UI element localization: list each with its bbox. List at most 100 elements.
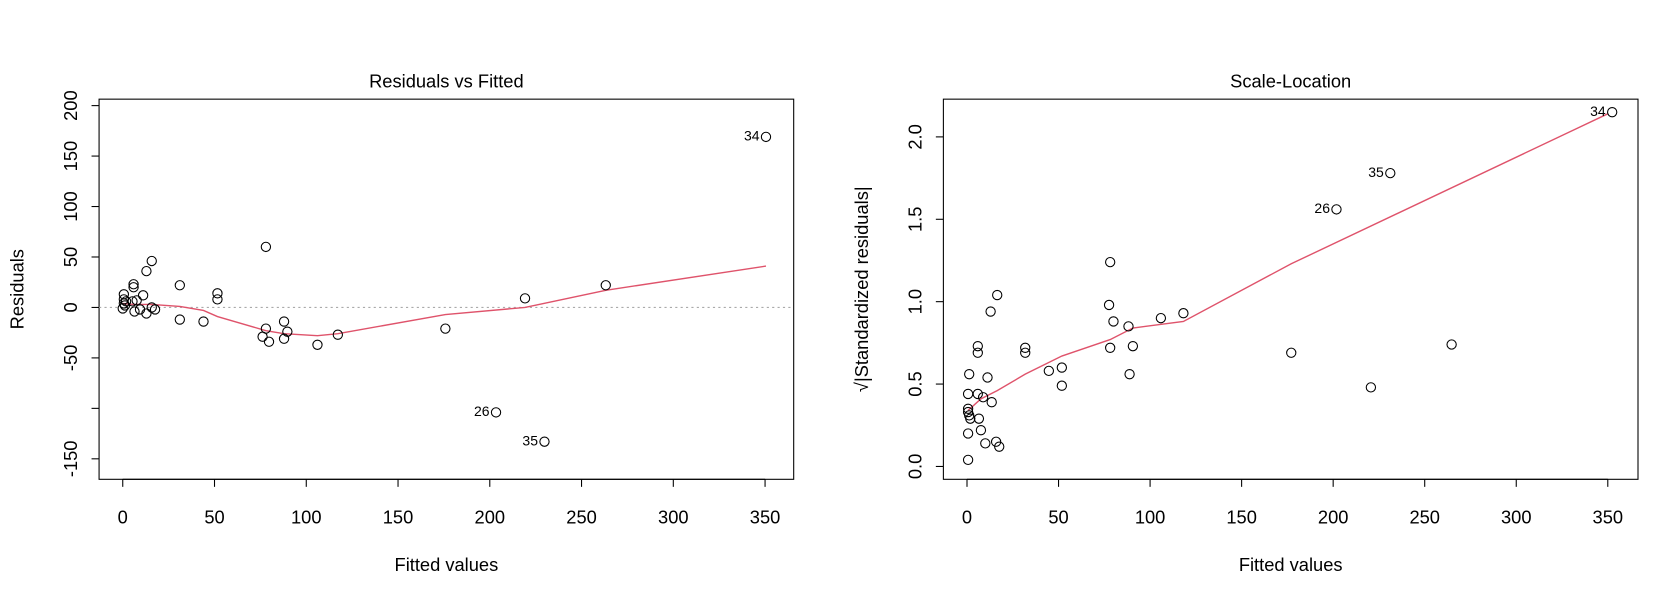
y-tick-label: -150 xyxy=(60,441,81,478)
x-tick-label: 200 xyxy=(475,506,506,527)
x-tick-label: 250 xyxy=(1409,506,1440,527)
data-point xyxy=(120,296,132,307)
data-point xyxy=(332,329,344,340)
x-tick-label: 0 xyxy=(118,506,128,527)
data-point xyxy=(1127,340,1139,352)
y-tick-label: 0 xyxy=(60,302,81,312)
data-point xyxy=(260,241,272,253)
data-point xyxy=(1105,342,1116,353)
data-point xyxy=(1103,299,1115,311)
y-tick-label: 200 xyxy=(60,90,81,121)
data-point xyxy=(972,340,983,352)
x-axis-label: Fitted values xyxy=(395,554,499,575)
plot-box xyxy=(98,98,795,480)
data-point xyxy=(1056,362,1068,373)
chart-title: Scale-Location xyxy=(1230,70,1351,91)
x-tick-label: 350 xyxy=(750,506,781,527)
data-point xyxy=(972,388,983,400)
x-tick-label: 350 xyxy=(1593,506,1624,527)
data-point xyxy=(128,282,139,293)
data-point xyxy=(760,131,772,143)
data-point xyxy=(263,336,275,347)
point-label: 34 xyxy=(744,128,760,144)
data-point xyxy=(973,413,985,424)
data-point xyxy=(146,255,157,267)
y-tick-label: 50 xyxy=(60,247,81,267)
data-point xyxy=(1331,204,1342,215)
point-label: 35 xyxy=(1368,164,1384,180)
point-label: 34 xyxy=(1590,103,1606,119)
data-point xyxy=(986,397,997,408)
data-point xyxy=(257,331,268,342)
data-point xyxy=(1043,365,1055,377)
data-point xyxy=(962,388,974,400)
x-tick-label: 50 xyxy=(204,506,224,527)
y-tick-label: 100 xyxy=(60,191,81,222)
data-point xyxy=(539,436,550,447)
data-point xyxy=(1124,369,1135,380)
data-point xyxy=(990,436,1002,447)
smooth-line xyxy=(122,265,767,337)
point-label: 26 xyxy=(1314,200,1330,216)
plot-box xyxy=(942,98,1639,480)
y-tick-label: 150 xyxy=(60,141,81,172)
data-point xyxy=(1056,380,1068,391)
data-point xyxy=(117,303,128,314)
data-point xyxy=(129,306,140,317)
data-point xyxy=(278,333,290,344)
data-point xyxy=(964,369,975,380)
data-point xyxy=(174,280,185,291)
data-point xyxy=(137,290,149,301)
smooth-line xyxy=(967,113,1609,411)
x-tick-label: 300 xyxy=(658,506,689,527)
data-point xyxy=(1286,347,1297,358)
chart-title: Residuals vs Fitted xyxy=(369,70,524,91)
data-point xyxy=(975,425,987,436)
data-point xyxy=(600,280,611,291)
y-tick-label: 0.0 xyxy=(904,454,925,479)
data-point xyxy=(131,295,142,306)
data-point xyxy=(1365,382,1377,393)
point-label: 26 xyxy=(474,403,490,419)
data-point xyxy=(282,326,293,337)
data-point xyxy=(174,314,185,325)
point-label: 35 xyxy=(522,432,538,448)
y-tick-label: -50 xyxy=(60,345,81,371)
data-point xyxy=(141,308,152,319)
x-tick-label: 100 xyxy=(291,506,322,527)
data-point xyxy=(1607,107,1618,118)
y-axis-label: √|Standardized residuals| xyxy=(851,186,872,392)
data-point xyxy=(982,372,993,383)
data-point xyxy=(1385,167,1396,179)
y-tick-label: 1.5 xyxy=(904,207,925,232)
x-tick-label: 100 xyxy=(1135,506,1166,527)
data-point xyxy=(1108,316,1119,327)
data-point xyxy=(994,441,1005,452)
x-tick-label: 150 xyxy=(383,506,414,527)
data-point xyxy=(519,293,531,304)
x-tick-label: 250 xyxy=(566,506,597,527)
data-point xyxy=(146,302,157,313)
data-point xyxy=(962,428,974,439)
data-point xyxy=(962,403,974,414)
data-point xyxy=(212,288,223,299)
y-axis-label: Residuals xyxy=(7,249,28,329)
data-point xyxy=(965,413,976,424)
data-point xyxy=(212,294,223,305)
data-point xyxy=(1446,339,1457,350)
data-point xyxy=(312,339,323,350)
data-point xyxy=(992,289,1003,301)
data-point xyxy=(980,438,991,449)
data-point xyxy=(1020,347,1031,358)
data-point xyxy=(985,306,996,317)
data-point xyxy=(278,316,290,327)
data-point xyxy=(1178,308,1189,319)
y-tick-label: 0.5 xyxy=(904,371,925,396)
data-point xyxy=(141,265,152,277)
data-point xyxy=(977,392,989,403)
data-point xyxy=(1105,256,1116,268)
y-tick-label: 2.0 xyxy=(904,124,925,149)
x-tick-label: 150 xyxy=(1226,506,1257,527)
data-point xyxy=(1020,342,1031,353)
data-point xyxy=(1123,321,1134,332)
